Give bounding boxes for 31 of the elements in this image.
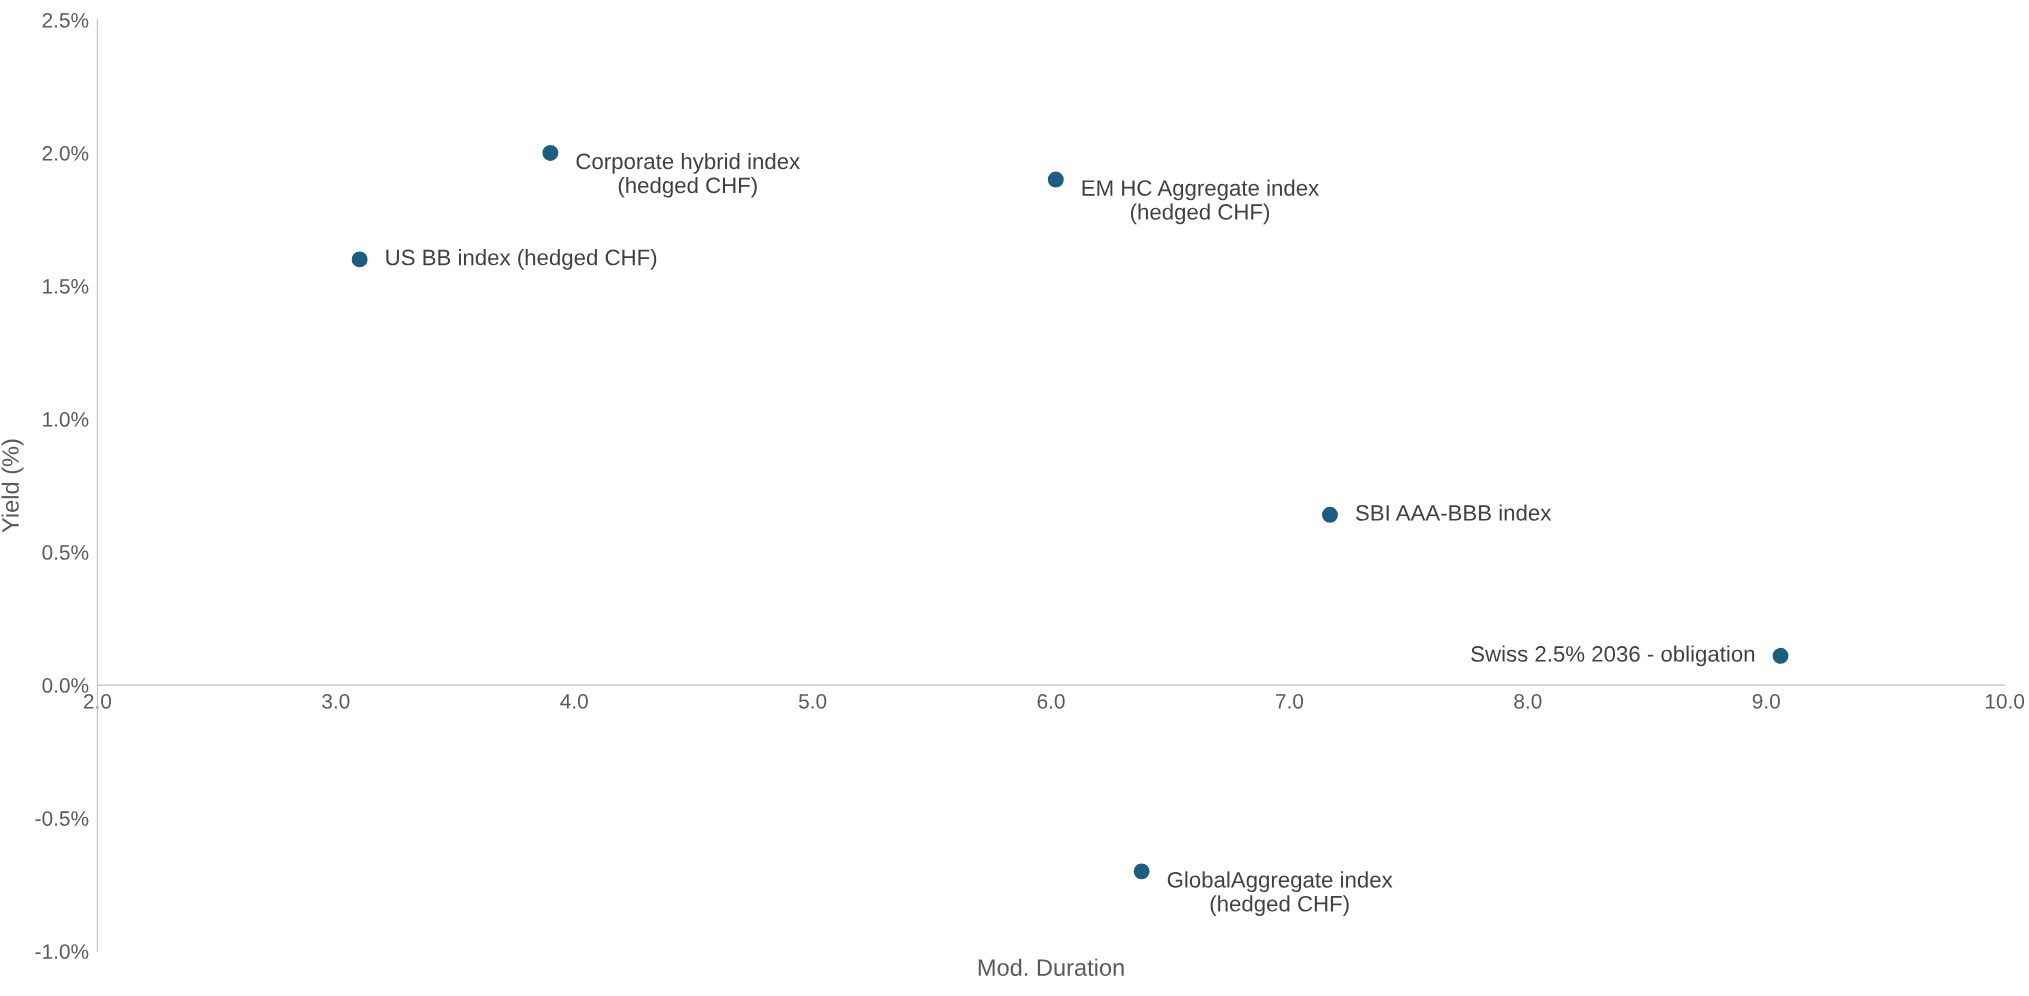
x-tick-label: 10.0 [1985, 693, 2025, 709]
y-tick-label: 0.0% [42, 678, 89, 693]
y-tick-label: 0.5% [42, 545, 89, 560]
x-axis-title: Mod. Duration [978, 958, 1124, 976]
point [1047, 171, 1064, 188]
y-tick-label: 1.0% [43, 412, 89, 427]
point [351, 251, 368, 268]
annotation: SBI AAA-BBB index [1355, 504, 1552, 521]
x-tick-label: 3.0 [322, 693, 350, 709]
y-tick-label: -0.5% [35, 811, 89, 826]
x-tick-label: 6.0 [1037, 693, 1065, 709]
y-tick-label: 2.5% [42, 12, 89, 28]
point [1772, 647, 1789, 664]
annotation: GlobalAggregate index (hedged CHF) [1167, 871, 1393, 917]
y-tick-label: -1.0% [35, 944, 89, 959]
y-axis-title: Yield (%) [1, 439, 24, 533]
x-tick-label: 9.0 [1752, 693, 1780, 709]
x-tick-label: 4.0 [560, 693, 588, 709]
x-tick-label: 8.0 [1514, 693, 1542, 709]
x-tick-label: 2.0 [83, 693, 112, 709]
y-tick-label: 2.0% [42, 145, 89, 161]
x-tick-label: 7.0 [1276, 693, 1304, 709]
point [1321, 506, 1338, 523]
annotation: US BB index (hedged CHF) [386, 249, 657, 270]
point [542, 144, 559, 161]
x-tick-label: 5.0 [798, 693, 827, 709]
annotation: EM HC Aggregate index (hedged CHF) [1082, 179, 1319, 225]
annotation: Swiss 2.5% 2036 - obligation [1471, 645, 1755, 667]
annotation: Corporate hybrid index (hedged CHF) [576, 152, 800, 198]
y-tick-label: 1.5% [43, 279, 89, 294]
point [1133, 863, 1150, 880]
